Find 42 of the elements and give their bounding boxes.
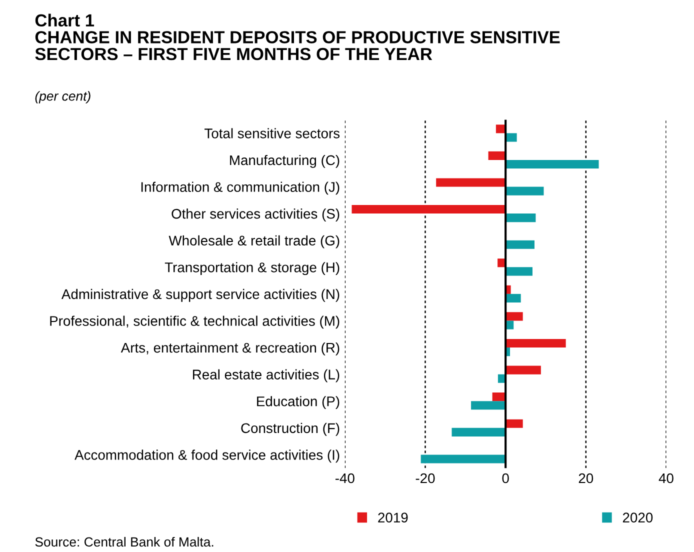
bar bbox=[506, 320, 514, 330]
chart-title: Chart 1 CHANGE IN RESIDENT DEPOSITS OF PRODUCTIVE SENSITIVE SECTORS – FIRST FIVE MONTHS OF THE YEAR bbox=[35, 14, 560, 60]
x-tick-label: -40 bbox=[336, 473, 354, 484]
y-tick-label: Total sensitive sectors bbox=[204, 128, 340, 138]
bar bbox=[506, 160, 599, 169]
bar bbox=[506, 267, 532, 276]
y-tick-label: Construction (F) bbox=[241, 422, 340, 436]
y-tick-label: Accommodation & food service activities (I) bbox=[74, 450, 340, 463]
bar bbox=[506, 419, 523, 428]
y-tick-label: Transportation & storage (H) bbox=[164, 262, 340, 276]
y-tick-label: Manufacturing (C) bbox=[230, 154, 340, 168]
bar bbox=[352, 204, 506, 214]
bar bbox=[506, 366, 541, 374]
bar bbox=[420, 454, 506, 464]
y-tick-label: Information & communication (J) bbox=[141, 182, 340, 195]
bar bbox=[492, 392, 506, 402]
y-tick-label: Administrative & support service activities (N) bbox=[61, 288, 340, 302]
x-tick-label: 20 bbox=[578, 473, 594, 484]
text: (per cent) bbox=[35, 91, 90, 104]
x-tick-label: 0 bbox=[502, 473, 509, 484]
bar bbox=[436, 178, 506, 187]
bar bbox=[506, 240, 534, 249]
legend-label: 2019 bbox=[378, 512, 408, 523]
y-tick-label: Education (P) bbox=[257, 396, 340, 410]
bar bbox=[506, 338, 566, 348]
y-tick-label: Real estate activities (L) bbox=[192, 369, 340, 382]
x-tick-label: 40 bbox=[658, 473, 674, 484]
source-note: Source: Central Bank of Malta. bbox=[35, 536, 214, 547]
y-tick-label: Professional, scientific & technical activities (M) bbox=[50, 316, 340, 329]
y-tick-label: Arts, entertainment & recreation (R) bbox=[120, 342, 340, 356]
y-tick-label: Other services activities (S) bbox=[172, 208, 340, 222]
y-tick-label: Wholesale & retail trade (G) bbox=[168, 235, 340, 248]
x-tick-label: -20 bbox=[416, 473, 435, 484]
bar bbox=[452, 428, 506, 436]
legend-label: 2020 bbox=[622, 512, 653, 523]
bar bbox=[471, 401, 506, 410]
bar bbox=[506, 294, 521, 303]
bar bbox=[506, 186, 544, 196]
bar bbox=[488, 151, 506, 160]
bar bbox=[506, 312, 523, 321]
bar bbox=[506, 133, 517, 142]
bar bbox=[506, 214, 536, 222]
